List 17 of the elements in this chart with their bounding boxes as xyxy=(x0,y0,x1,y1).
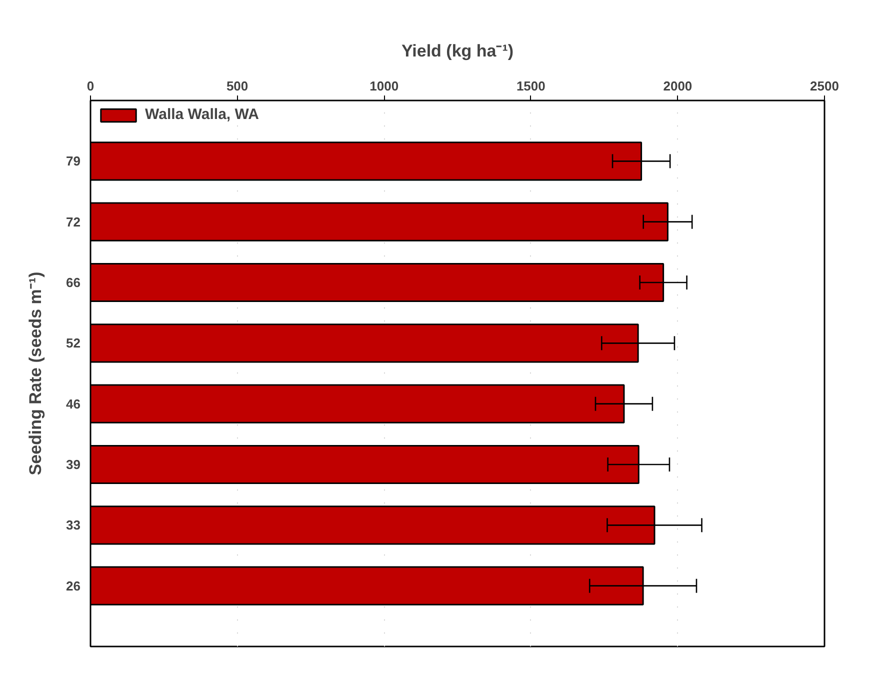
x-tick-label: 1000 xyxy=(370,78,399,94)
y-tick-label: 39 xyxy=(66,457,81,472)
x-tick-label: 0 xyxy=(86,78,94,94)
legend-label: Walla Walla, WA xyxy=(145,106,259,123)
y-tick-label: 46 xyxy=(66,396,81,412)
y-tick-label: 79 xyxy=(66,154,81,169)
y-tick-label: 66 xyxy=(66,275,81,290)
y-axis-title: Seeding Rate (seeds m⁻¹) xyxy=(26,272,46,476)
x-tick-label: 500 xyxy=(226,78,248,94)
x-tick-label: 2500 xyxy=(810,78,839,94)
y-tick-label: 33 xyxy=(66,518,81,533)
y-tick-label: 52 xyxy=(66,336,81,351)
y-tick-label: 26 xyxy=(66,578,81,594)
x-axis-title: Yield (kg ha⁻¹) xyxy=(401,42,514,60)
x-tick-label: 1500 xyxy=(516,78,546,94)
x-tick-label: 2000 xyxy=(663,78,692,94)
y-tick-label: 72 xyxy=(66,214,81,230)
